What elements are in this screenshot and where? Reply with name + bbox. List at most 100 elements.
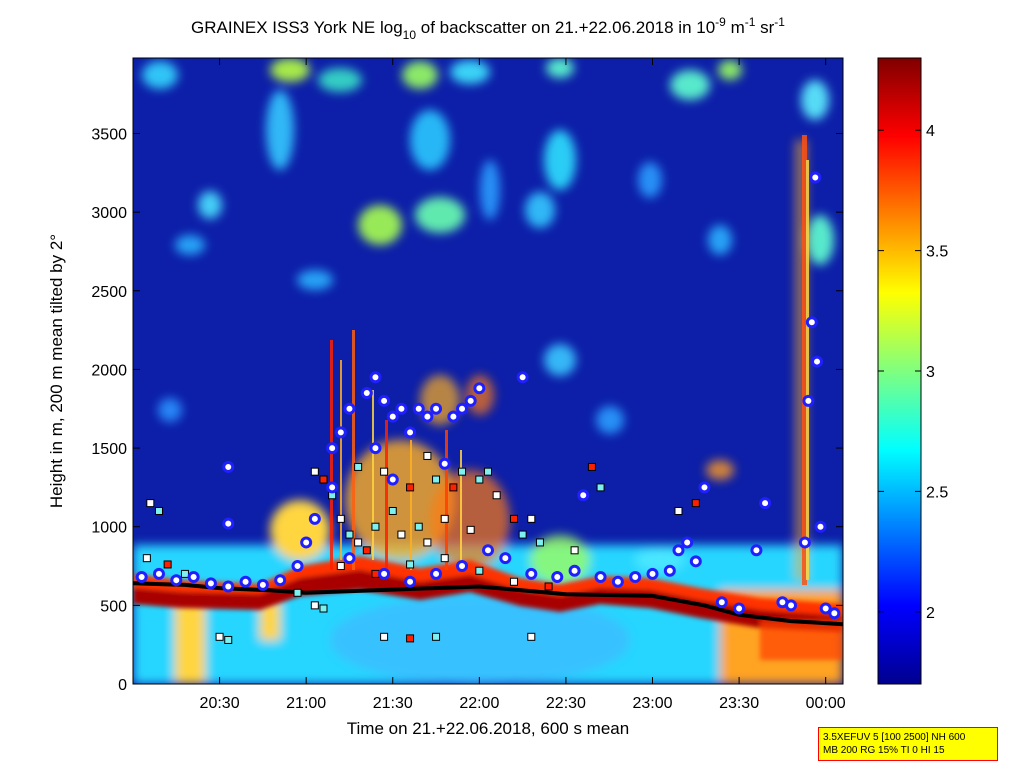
layer-marker	[404, 575, 417, 588]
cloud-marker	[484, 467, 492, 476]
y-tick-label: 2500	[91, 284, 127, 301]
layer-marker	[421, 410, 434, 423]
layer-marker	[438, 457, 451, 470]
layer-marker	[447, 410, 460, 423]
x-tick-label: 21:00	[286, 695, 326, 712]
layer-marker	[412, 402, 425, 415]
layer-marker	[681, 536, 694, 549]
cloud-marker	[380, 632, 389, 641]
layer-marker	[386, 410, 399, 423]
plot-frame	[132, 57, 844, 685]
layer-marker	[456, 402, 469, 415]
layer-marker	[689, 555, 702, 568]
layer-marker	[334, 426, 347, 439]
cloud-marker	[215, 632, 224, 641]
x-tick-label: 20:30	[200, 695, 240, 712]
layer-marker	[814, 520, 827, 533]
layer-marker	[430, 402, 443, 415]
y-tick-label: 1500	[91, 441, 127, 458]
cloud-marker	[293, 588, 302, 597]
colorbar-tick-label: 2.5	[926, 484, 948, 501]
x-tick-label: 00:00	[806, 695, 846, 712]
layer-marker	[274, 574, 287, 587]
layer-marker	[222, 517, 235, 530]
y-tick-label: 500	[100, 598, 127, 615]
settings-line-2: MB 200 RG 15% TI 0 HI 15	[823, 745, 945, 756]
cloud-marker	[432, 475, 441, 484]
layer-marker	[499, 552, 512, 565]
cloud-marker	[397, 530, 406, 539]
layer-marker	[135, 571, 148, 584]
cloud-marker	[336, 562, 345, 571]
layer-marker	[819, 602, 832, 615]
layer-marker	[222, 580, 235, 593]
layer-marker	[663, 564, 676, 577]
x-tick-label: 22:30	[546, 695, 586, 712]
layer-marker	[222, 460, 235, 473]
colorbar	[877, 57, 922, 685]
cloud-marker	[371, 569, 380, 578]
layer-marker	[256, 578, 269, 591]
cloud-marker	[440, 554, 449, 563]
layer-marker	[646, 567, 659, 580]
layer-marker	[594, 571, 607, 584]
layer-marker	[360, 387, 373, 400]
layer-marker	[395, 402, 408, 415]
cloud-marker	[310, 601, 319, 610]
cloud-marker	[535, 538, 544, 547]
cloud-markers	[142, 451, 700, 644]
cloud-marker	[414, 522, 423, 531]
mixing-layer-line	[133, 581, 843, 627]
cloud-marker	[371, 522, 380, 531]
cloud-marker	[518, 530, 527, 539]
layer-marker	[828, 607, 841, 620]
colorbar-tick-label: 4	[926, 123, 935, 140]
cloud-marker	[492, 491, 501, 500]
cloud-marker	[319, 604, 328, 613]
cloud-marker	[154, 506, 163, 515]
layer-marker	[291, 560, 304, 573]
cloud-marker	[142, 554, 151, 563]
cloud-marker	[527, 514, 536, 523]
layer-marker	[239, 575, 252, 588]
cloud-marker	[509, 577, 518, 586]
cloud-marker	[406, 560, 415, 569]
layer-marker	[577, 489, 590, 502]
layer-marker	[343, 402, 356, 415]
cloud-marker	[319, 475, 328, 484]
layer-marker	[629, 571, 642, 584]
layer-marker	[809, 171, 822, 184]
layer-marker	[759, 497, 772, 510]
layer-marker	[785, 599, 798, 612]
layer-markers	[135, 171, 841, 620]
layer-marker	[326, 442, 339, 455]
cloud-marker	[406, 634, 415, 643]
x-axis-label: Time on 21.+22.06.2018, 600 s mean	[347, 719, 629, 738]
layer-marker	[464, 394, 477, 407]
layer-marker	[798, 536, 811, 549]
x-tick-label: 22:00	[459, 695, 499, 712]
cloud-marker	[596, 483, 605, 492]
settings-line-1: 3.5XEFUV 5 [100 2500] NH 600	[823, 732, 966, 743]
cloud-marker	[423, 538, 432, 547]
layer-marker	[369, 371, 382, 384]
layer-marker	[611, 575, 624, 588]
chart-title: GRAINEX ISS3 York NE log10 of backscatte…	[191, 15, 785, 42]
colorbar-tick-label: 2	[926, 605, 935, 622]
layer-marker	[378, 567, 391, 580]
cloud-marker	[475, 566, 484, 575]
cloud-marker	[475, 475, 484, 484]
y-tick-label: 2000	[91, 362, 127, 379]
cloud-marker	[466, 525, 475, 534]
layer-marker	[715, 596, 728, 609]
x-axis: 20:30 21:00 21:30 22:00 22:30 23:00 23:30 00:00	[200, 58, 846, 712]
layer-marker	[170, 574, 183, 587]
y-axis-label: Height in m, 200 m mean tilted by 2°	[47, 234, 66, 508]
y-tick-label: 1000	[91, 520, 127, 537]
layer-marker	[404, 426, 417, 439]
cloud-marker	[432, 632, 441, 641]
cloud-marker	[362, 546, 371, 555]
layer-marker	[568, 564, 581, 577]
layer-marker	[672, 544, 685, 557]
